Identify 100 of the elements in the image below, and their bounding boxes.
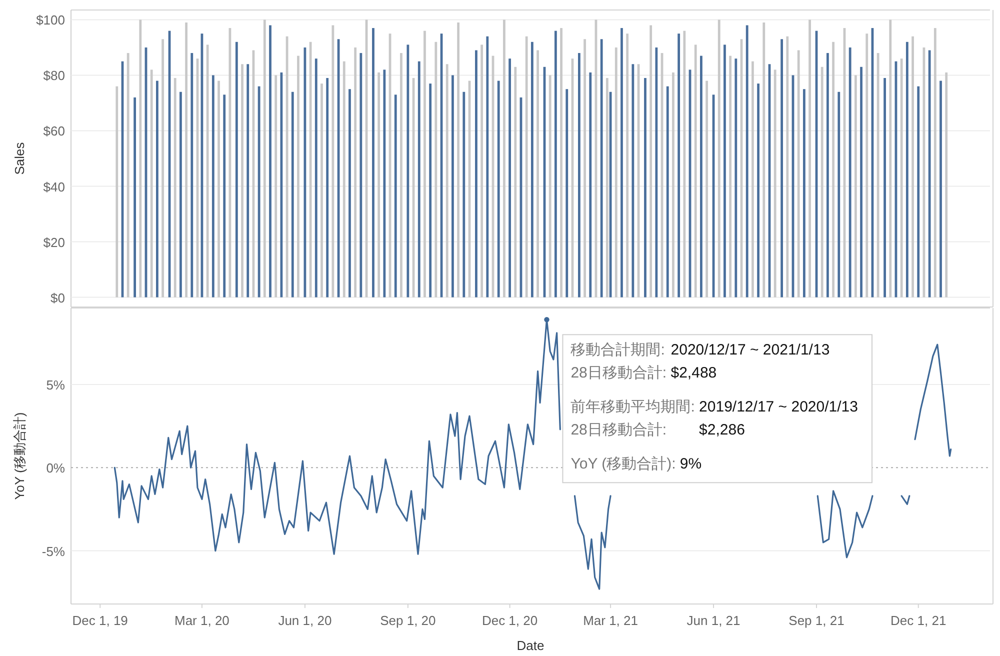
text: 28日移動合計: $2,286 [570,422,745,439]
bar [644,78,646,298]
bar [589,72,592,298]
bar [600,39,603,298]
x-tick-label: Dec 1, 21 [890,613,946,628]
bar [457,22,460,298]
bar [626,34,629,298]
x-tick-label: Sep 1, 21 [788,613,844,628]
bar [185,22,188,298]
bar [291,92,294,298]
bar [614,47,618,298]
bar [480,44,484,298]
bar [406,44,410,298]
bar [320,84,323,298]
bar [190,53,194,298]
bar [332,25,334,298]
bar [424,30,426,298]
bar [180,92,182,298]
bar [400,53,402,298]
bar [912,36,914,298]
x-tick-label: Mar 1, 20 [174,613,230,628]
bar [150,70,153,298]
bar [162,39,164,298]
bar [486,36,489,298]
bar [802,89,806,298]
bar [304,47,306,298]
bar [780,39,783,298]
bar [548,75,552,298]
bar [683,30,686,298]
bar [650,25,652,298]
bar [694,44,697,298]
annotation: 28日移動合計: $2,488 [570,364,717,382]
bar [274,75,278,298]
bar [917,86,920,298]
bar [751,61,754,298]
y-tick-label: $80 [43,68,65,84]
bar [854,75,857,298]
bar [945,72,948,298]
bar [314,58,318,298]
bar [429,84,432,298]
bar [360,53,362,298]
bar [462,92,466,298]
bar [832,42,834,298]
bar [116,86,118,298]
y-tick-label: $0 [50,290,65,306]
bar [174,78,176,298]
bar [383,70,386,298]
bar [786,36,789,298]
bar [876,53,880,298]
bar [940,80,942,298]
bar [706,80,708,298]
y-tick-label: $40 [43,179,65,194]
bar [218,80,220,298]
bar [354,47,357,298]
annotation: 前年移動平均期間: 2019/12/17 ~ 2020/1/13 [570,398,858,416]
bar [889,20,892,298]
y-tick-label: $20 [43,234,65,250]
bar [774,70,776,298]
bar [378,72,380,298]
bar [235,42,238,298]
bar [446,64,448,298]
bar [418,61,420,298]
bar [666,86,669,298]
x-tick-label: Jun 1, 20 [278,613,332,628]
bar [700,56,702,298]
y-tick-label: -5% [42,544,66,559]
bar [212,75,214,298]
bar [797,50,800,298]
y-tick-label: $100 [36,12,65,28]
bar [206,44,209,298]
bar [678,34,680,298]
bar [762,22,766,298]
bar [606,78,608,298]
bar [672,72,674,298]
x-tick-label: Dec 1, 20 [482,613,538,628]
bar [860,66,862,298]
x-tick-label: Dec 1, 19 [72,613,128,628]
bar [452,75,454,298]
bar [729,56,732,298]
x-tick-label: Mar 1, 21 [583,613,638,628]
bar [126,53,130,298]
bar [156,80,158,298]
bar [820,66,824,298]
bar [502,20,506,298]
bar [223,94,226,298]
bar [906,42,908,298]
bar [578,53,580,298]
bar [297,56,300,298]
annotation: 移動合計期間: 2020/12/17 ~ 2021/1/13 [570,342,830,359]
bar [348,89,351,298]
bar [246,64,250,298]
bar [718,20,720,298]
bar [884,78,886,298]
bar [342,61,346,298]
bar [655,47,658,298]
bar [372,28,374,298]
bar [746,25,748,298]
x-tick-label: Jun 1, 21 [686,613,740,628]
bar [584,39,586,298]
bar [928,50,931,298]
